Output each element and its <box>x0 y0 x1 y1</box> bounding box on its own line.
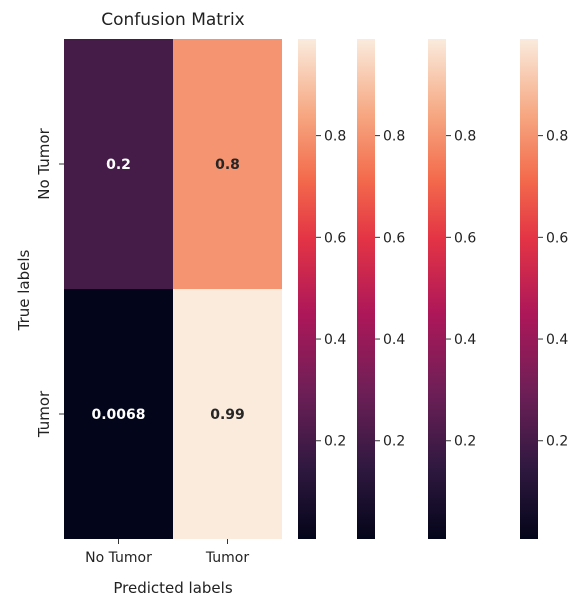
colorbar-tick-label: 0.6 <box>454 230 476 246</box>
cell-value-label: 0.0068 <box>91 407 145 423</box>
colorbar-tick-label: 0.4 <box>383 332 405 348</box>
colorbar-tick-label: 0.6 <box>546 230 568 246</box>
cell-value-label: 0.2 <box>106 157 131 173</box>
y-axis-label: True labels <box>15 249 33 331</box>
colorbar-gradient <box>298 39 316 539</box>
heatmap-cell <box>173 39 282 289</box>
y-tick-label: No Tumor <box>35 127 53 199</box>
colorbar-tick-label: 0.2 <box>324 434 346 450</box>
colorbar-tick-label: 0.2 <box>546 434 568 450</box>
y-tick-label: Tumor <box>35 390 53 438</box>
colorbar-tick-label: 0.2 <box>454 434 476 450</box>
colorbar: 0.2 0.4 0.6 0.8 <box>428 39 476 539</box>
colorbar-tick-label: 0.8 <box>546 129 568 145</box>
heatmap-cell <box>64 39 173 289</box>
cell-value-label: 0.99 <box>210 407 245 423</box>
colorbars: 0.20.40.60.80.20.40.60.80.20.40.60.80.20… <box>298 39 568 539</box>
heatmap-cell <box>173 289 282 539</box>
heatmap-value-labels: 0.2 0.8 0.0068 0.99 <box>91 157 244 423</box>
colorbar-gradient <box>357 39 375 539</box>
colorbar: 0.2 0.4 0.6 0.8 <box>298 39 346 539</box>
colorbar-tick-label: 0.4 <box>454 332 476 348</box>
colorbar-tick-label: 0.4 <box>324 332 346 348</box>
heatmap-cells <box>64 39 282 539</box>
x-tick-label: No Tumor <box>85 550 152 566</box>
colorbar-tick-label: 0.8 <box>454 129 476 145</box>
colorbar-tick-label: 0.8 <box>324 129 346 145</box>
cell-value-label: 0.8 <box>215 157 240 173</box>
x-axis-label: Predicted labels <box>113 579 232 597</box>
chart-title: Confusion Matrix <box>101 10 245 30</box>
colorbar: 0.2 0.4 0.6 0.8 <box>357 39 405 539</box>
colorbar-tick-label: 0.8 <box>383 129 405 145</box>
colorbar-tick-label: 0.2 <box>383 434 405 450</box>
colorbar-gradient <box>428 39 446 539</box>
heatmap-cell <box>64 289 173 539</box>
y-axis: No Tumor Tumor <box>35 127 64 438</box>
colorbar-tick-label: 0.6 <box>324 230 346 246</box>
x-tick-label: Tumor <box>205 550 250 566</box>
colorbar-gradient <box>520 39 538 539</box>
colorbar-tick-label: 0.4 <box>546 332 568 348</box>
colorbar: 0.2 0.4 0.6 0.8 <box>520 39 568 539</box>
x-axis: No Tumor Tumor <box>85 539 249 566</box>
colorbar-tick-label: 0.6 <box>383 230 405 246</box>
